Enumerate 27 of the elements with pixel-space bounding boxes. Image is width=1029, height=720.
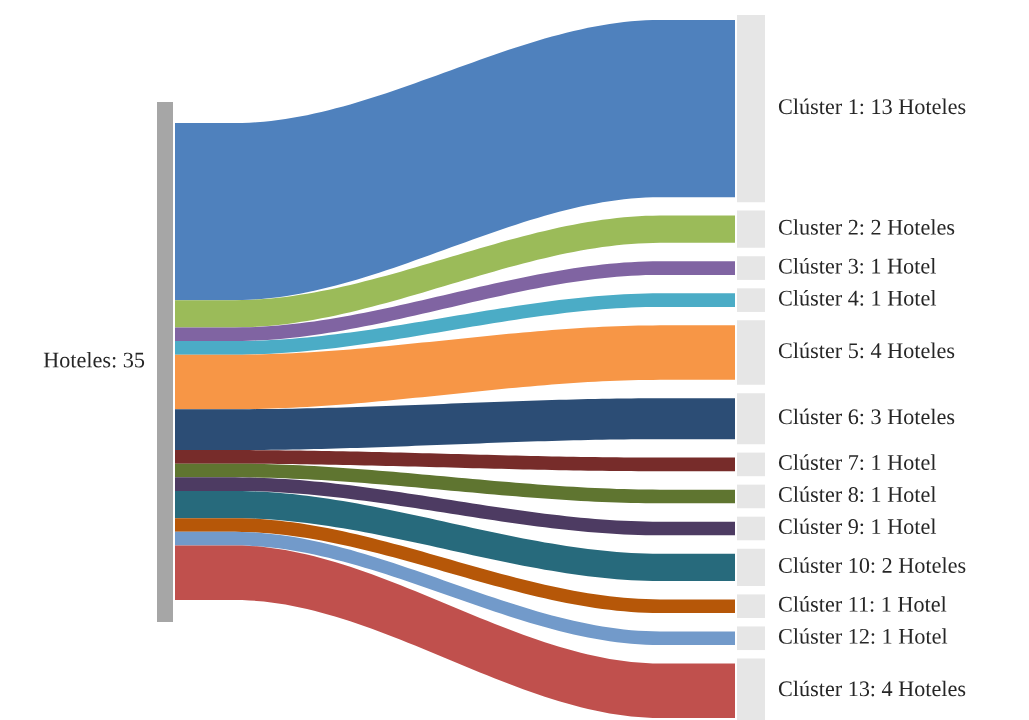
- data-label: : 1 Hotel: [860, 258, 936, 274]
- data-label: : 1 Hotel: [870, 596, 947, 612]
- data-label: : 1 Hotel: [860, 454, 937, 471]
- category-label: Clúster 5: [778, 342, 858, 359]
- data-label: : 3 Hoteles: [860, 408, 955, 425]
- data-label: : 4 Hoteles: [871, 680, 966, 697]
- category-label: Clúster 10: [778, 557, 870, 573]
- category-label: Clúster 1: [778, 98, 858, 115]
- data-label: : 1 Hotel: [860, 486, 937, 503]
- text: Hoteles: 35: [43, 351, 145, 368]
- category-label: Clúster 13: [778, 680, 870, 697]
- category-label: Clúster 3: [778, 257, 858, 274]
- data-label: : 1 Hotel: [860, 290, 937, 306]
- data-label: : 13 Hoteles: [860, 98, 966, 115]
- category-label: Clúster 8: [778, 486, 859, 503]
- category-label: Clúster 9: [778, 518, 858, 535]
- category-label: Cluster 2: [778, 219, 858, 235]
- category-label: Clúster 7: [778, 454, 859, 470]
- category-label: Clúster 11: [778, 596, 868, 612]
- data-label: : 1 Hotel: [860, 518, 937, 535]
- data-label: : 2 Hoteles: [860, 219, 955, 235]
- category-label: Clúster 12: [778, 628, 869, 644]
- data-label: : 2 Hoteles: [871, 557, 966, 574]
- data-label: : 4 Hoteles: [860, 342, 955, 359]
- category-label: Clúster 6: [778, 408, 859, 425]
- category-label: Clúster 4: [778, 290, 859, 306]
- data-label: : 1 Hotel: [871, 628, 948, 644]
